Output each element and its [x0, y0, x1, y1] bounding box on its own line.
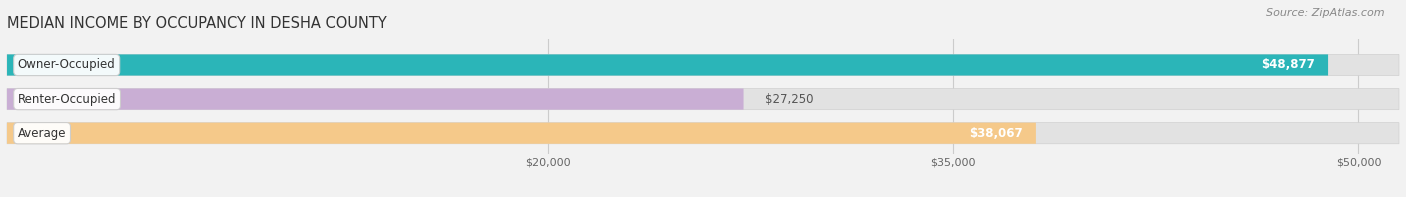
FancyBboxPatch shape — [7, 88, 1399, 110]
Text: Owner-Occupied: Owner-Occupied — [18, 59, 115, 72]
Text: MEDIAN INCOME BY OCCUPANCY IN DESHA COUNTY: MEDIAN INCOME BY OCCUPANCY IN DESHA COUN… — [7, 16, 387, 31]
Text: Renter-Occupied: Renter-Occupied — [18, 93, 117, 106]
FancyBboxPatch shape — [7, 123, 1036, 144]
FancyBboxPatch shape — [7, 88, 744, 110]
FancyBboxPatch shape — [7, 54, 1399, 76]
FancyBboxPatch shape — [7, 54, 1329, 76]
FancyBboxPatch shape — [7, 123, 1399, 144]
Text: $38,067: $38,067 — [969, 127, 1022, 140]
Text: $27,250: $27,250 — [765, 93, 814, 106]
Text: Average: Average — [18, 127, 66, 140]
Text: $48,877: $48,877 — [1261, 59, 1315, 72]
Text: Source: ZipAtlas.com: Source: ZipAtlas.com — [1267, 8, 1385, 18]
